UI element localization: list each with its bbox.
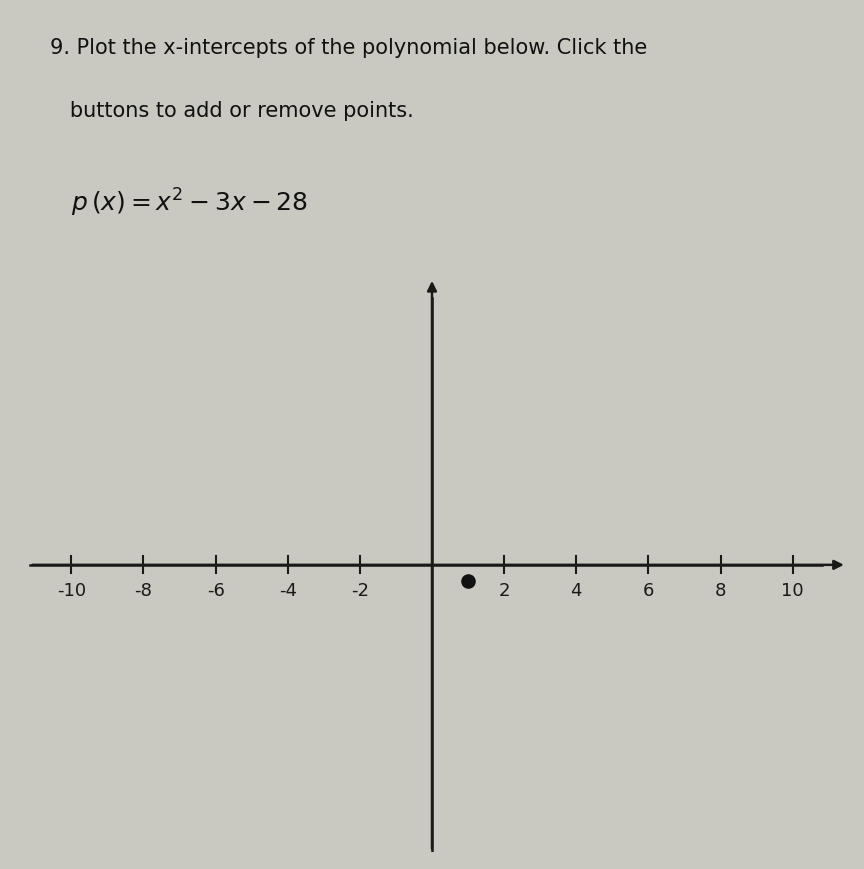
Text: buttons to add or remove points.: buttons to add or remove points. (50, 101, 414, 121)
Text: -4: -4 (279, 582, 296, 600)
Text: 2: 2 (499, 582, 510, 600)
Text: 4: 4 (570, 582, 582, 600)
Text: -2: -2 (351, 582, 369, 600)
Text: -6: -6 (206, 582, 225, 600)
Text: 9. Plot the x-intercepts of the polynomial below. Click the: 9. Plot the x-intercepts of the polynomi… (50, 38, 648, 58)
Text: 10: 10 (781, 582, 804, 600)
Text: 6: 6 (643, 582, 654, 600)
Text: -10: -10 (57, 582, 86, 600)
Text: 8: 8 (715, 582, 726, 600)
Text: -8: -8 (135, 582, 152, 600)
Text: $p\,(x) = x^2 - 3x - 28$: $p\,(x) = x^2 - 3x - 28$ (71, 187, 308, 219)
